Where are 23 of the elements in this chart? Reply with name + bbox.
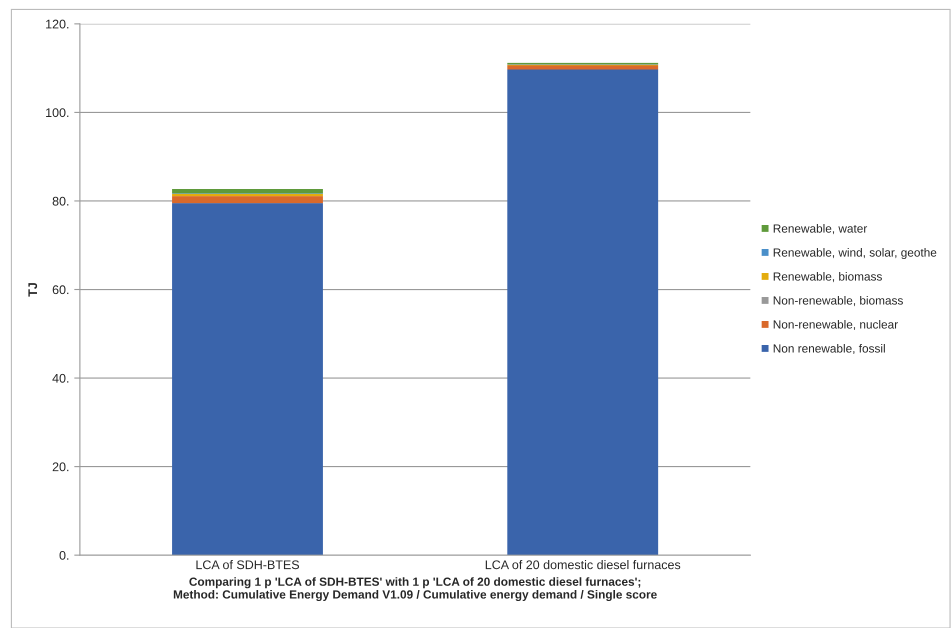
legend-label: Renewable, wind, solar, geothe <box>774 248 936 260</box>
legend-label: Renewable, water <box>774 224 868 234</box>
x-tick-label: LCA of 20 domestic diesel furnaces <box>486 560 680 570</box>
y-tick-label: 120. <box>46 20 68 29</box>
bar <box>507 69 658 556</box>
y-tick-label: 80. <box>52 196 68 206</box>
y-tick-label: 0. <box>60 550 68 560</box>
bar <box>172 189 323 194</box>
y-tick-label: 40. <box>52 374 68 383</box>
x-tick-label: LCA of SDH-BTES <box>196 560 300 570</box>
bar <box>172 194 323 196</box>
legend-label: Non-renewable, biomass <box>774 296 903 306</box>
y-tick-label: 60. <box>52 285 68 294</box>
y-tick-label: 20. <box>52 462 68 472</box>
y-tick-label: 100. <box>46 108 68 118</box>
legend-label: Non renewable, fossil <box>774 344 885 354</box>
bar <box>172 196 323 204</box>
bar <box>507 65 658 70</box>
legend-label: Non-renewable, nuclear <box>774 320 898 330</box>
legend-label: Renewable, biomass <box>774 272 882 282</box>
y-axis-title: TJ <box>28 283 38 297</box>
x-axis-title: Comparing 1 p 'LCA of SDH-BTES' with 1 p 'LCA of 20 domestic diesel furnaces'; Method: Cumulative Energy Demand V1.09 / Cumulative energy demand / Single score <box>174 577 657 602</box>
bar <box>172 203 323 556</box>
